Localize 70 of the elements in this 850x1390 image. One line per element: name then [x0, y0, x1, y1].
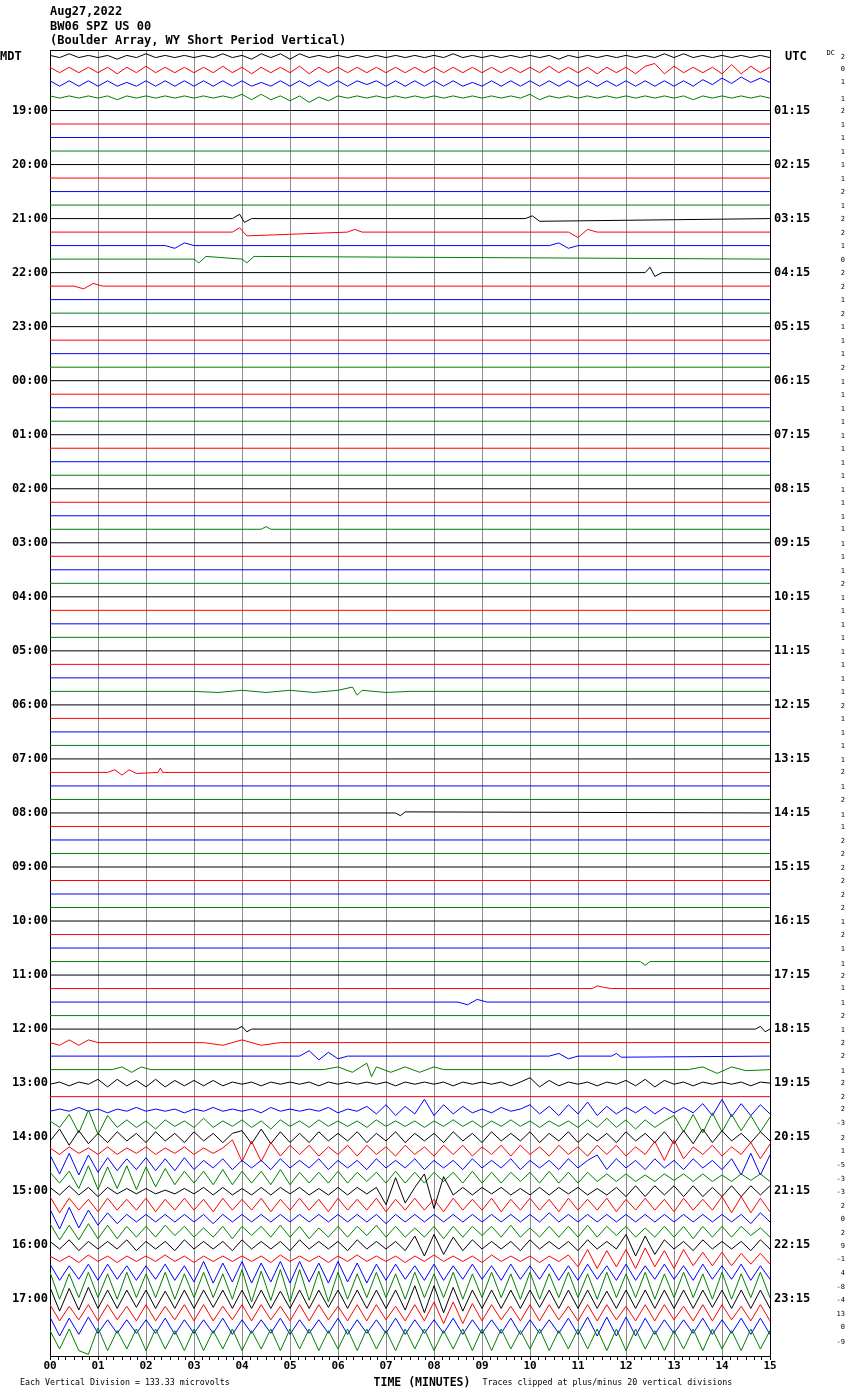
y2-tick-label: 19:15	[774, 1075, 811, 1090]
y2-tick-label: 15:15	[774, 859, 811, 874]
chart-title: Aug27,2022	[50, 4, 123, 19]
y2-tick-label: 09:15	[774, 534, 811, 549]
y2-tick-label: 01:15	[774, 102, 811, 117]
x-tick-label: 00	[43, 1359, 57, 1373]
x-tick-label: 15	[763, 1359, 777, 1373]
x-tick-label: 02	[139, 1359, 153, 1373]
y3-tick-label: 04:00	[11, 588, 48, 603]
y3-tick-label: 12:00	[11, 1021, 48, 1036]
y3-tick-label: 05:00	[11, 642, 48, 657]
y3-tick-label: 08:00	[11, 805, 48, 820]
y3-tick-label: 07:00	[11, 751, 48, 766]
y2-tick-label: 12:15	[774, 697, 811, 712]
x-tick-label: 10	[523, 1359, 537, 1373]
chart-subtitle: BW06 SPZ US 00	[50, 18, 152, 33]
x-tick-label: 11	[571, 1359, 585, 1373]
y2-tick-label: 14:15	[774, 805, 811, 820]
y2-tick-label: 08:15	[774, 480, 811, 495]
y3-tick-label: 14:00	[11, 1129, 48, 1144]
y2-tick-label: 17:15	[774, 967, 811, 982]
x-tick-label: 12	[619, 1359, 633, 1373]
y-tick-label: 20:00	[11, 156, 48, 171]
y2-tick-label: 06:15	[774, 372, 811, 387]
y-tick-label: 21:00	[11, 210, 48, 225]
x-tick-label: 03	[187, 1359, 201, 1373]
y2-tick-label: 03:15	[774, 210, 811, 225]
y-tick-label: 22:00	[11, 264, 48, 279]
y2-tick-label: 11:15	[774, 642, 811, 657]
y2-tick-label: 04:15	[774, 264, 811, 279]
y2-tick-label: 07:15	[774, 426, 811, 441]
y-tick-label: 23:00	[11, 318, 48, 333]
y-axis-title: MDT	[0, 49, 22, 64]
x-tick-label: 09	[475, 1359, 489, 1373]
y3-tick-label: 09:00	[11, 859, 48, 874]
y3-tick-label: 03:00	[11, 534, 48, 549]
y2-tick-label: 02:15	[774, 156, 811, 171]
y3-tick-label: 02:00	[11, 480, 48, 495]
y2-tick-label: 23:15	[774, 1291, 811, 1306]
y3-tick-label: 15:00	[11, 1183, 48, 1198]
y3-tick-label: 01:00	[11, 426, 48, 441]
text: (Boulder Array, WY Short Period Vertical)	[50, 33, 347, 48]
x-tick-label: 01	[91, 1359, 105, 1373]
x-tick-label: 05	[283, 1359, 297, 1373]
text: Each Vertical Division = 133.33 microvolts	[20, 1377, 230, 1388]
y2-tick-label: 18:15	[774, 1021, 811, 1036]
y2-tick-label: 13:15	[774, 751, 811, 766]
x-tick-label: 06	[331, 1359, 345, 1373]
x-axis-title: TIME (MINUTES)	[373, 1374, 471, 1389]
y3-tick-label: 17:00	[11, 1291, 48, 1306]
x-tick-label: 13	[667, 1359, 681, 1373]
y2-tick-label: 21:15	[774, 1183, 811, 1198]
y2-tick-label: 22:15	[774, 1237, 811, 1252]
y3-tick-label: 00:00	[11, 372, 48, 387]
text: Traces clipped at plus/minus 20 vertical divisions	[482, 1377, 733, 1388]
y2-tick-label: 10:15	[774, 588, 811, 603]
y2-axis-title: UTC	[785, 49, 807, 64]
y2-tick-label: 16:15	[774, 913, 811, 928]
x-tick-label: 08	[427, 1359, 441, 1373]
y3-tick-label: 11:00	[11, 967, 48, 982]
x-tick-label: 14	[715, 1359, 729, 1373]
y3-tick-label: 06:00	[11, 697, 48, 712]
x-tick-label: 04	[235, 1359, 249, 1373]
y3-tick-label: 13:00	[11, 1075, 48, 1090]
y3-tick-label: 16:00	[11, 1237, 48, 1252]
y2-tick-label: 20:15	[774, 1129, 811, 1144]
y-tick-label: 19:00	[11, 102, 48, 117]
x-tick-label: 07	[379, 1359, 393, 1373]
y3-tick-label: 10:00	[11, 913, 48, 928]
y2-tick-label: 05:15	[774, 318, 811, 333]
